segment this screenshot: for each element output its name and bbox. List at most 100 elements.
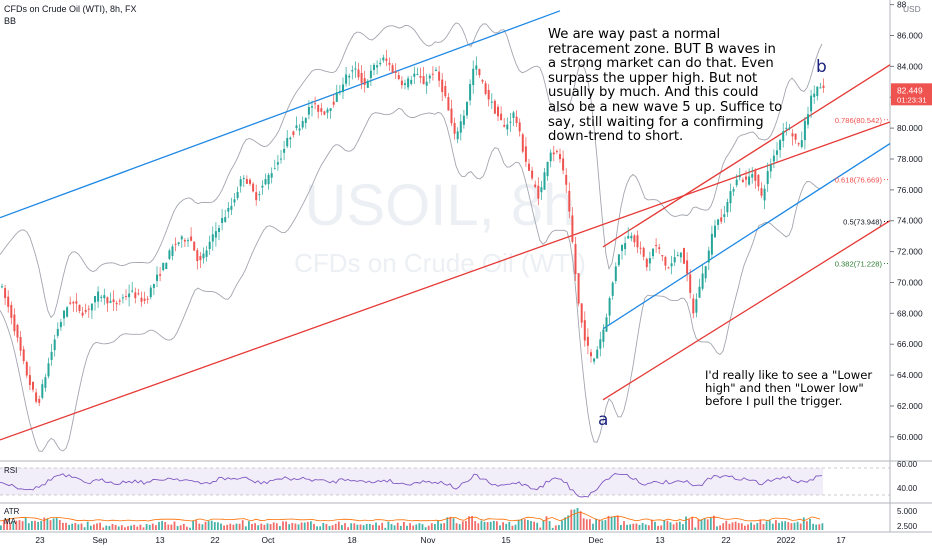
candle bbox=[94, 296, 96, 303]
time-tick-label: 13 bbox=[655, 535, 665, 545]
wave-label-b[interactable]: b bbox=[816, 57, 827, 77]
atr-bar bbox=[424, 527, 427, 530]
candle bbox=[326, 109, 329, 113]
atr-bar bbox=[753, 524, 756, 530]
time-axis[interactable]: 23 Sep 13 22 Oct 18 Nov 15 Dec 13 22 2022 17 bbox=[35, 535, 846, 545]
side-annotation[interactable]: I'd really like to see a "Lower high" an… bbox=[705, 368, 873, 408]
candle bbox=[689, 274, 692, 293]
fib-label[interactable]: 0.5(73.948) bbox=[843, 218, 882, 227]
channel-line-red-lower[interactable] bbox=[602, 220, 891, 401]
atr-bar bbox=[86, 521, 89, 530]
candle bbox=[366, 80, 369, 88]
atr-bar bbox=[740, 523, 743, 530]
candle bbox=[670, 263, 673, 267]
atr-bar bbox=[511, 525, 514, 530]
trend-lines[interactable] bbox=[0, 10, 891, 441]
atr-bar bbox=[443, 523, 446, 530]
candle bbox=[267, 174, 270, 185]
candle bbox=[134, 292, 137, 299]
candle bbox=[53, 339, 56, 351]
candle bbox=[103, 295, 106, 299]
candle bbox=[444, 86, 447, 97]
atr-bar bbox=[114, 524, 117, 530]
candle bbox=[763, 188, 766, 201]
atr-bar bbox=[176, 526, 179, 530]
candle bbox=[242, 177, 245, 179]
candle bbox=[493, 100, 496, 114]
atr-bar bbox=[802, 517, 805, 530]
atr-bar bbox=[6, 519, 8, 530]
channel-line-blue-upper[interactable] bbox=[0, 10, 561, 219]
trend-line-red-lower[interactable] bbox=[0, 121, 891, 441]
atr-bar bbox=[96, 523, 98, 530]
atr-bar bbox=[55, 518, 58, 530]
fib-label[interactable]: 0.786(80.542) bbox=[835, 116, 883, 125]
atr-bar bbox=[272, 522, 275, 530]
atr-bar bbox=[809, 518, 811, 530]
candle bbox=[22, 349, 25, 362]
candle bbox=[196, 250, 199, 262]
main-annotation[interactable]: We are way past a normal retracement zon… bbox=[548, 27, 783, 145]
candle bbox=[537, 185, 540, 199]
fib-label[interactable]: 0.382(71.228) bbox=[835, 260, 883, 269]
candle bbox=[149, 287, 152, 298]
candle bbox=[717, 219, 720, 225]
candle bbox=[199, 255, 202, 261]
wave-label-a[interactable]: a bbox=[598, 410, 609, 430]
candle bbox=[376, 65, 379, 68]
atr-bar bbox=[213, 522, 216, 530]
candle bbox=[314, 103, 317, 105]
candle bbox=[338, 90, 341, 92]
candle bbox=[466, 101, 468, 116]
candle bbox=[794, 133, 797, 140]
atr-bar bbox=[251, 523, 253, 530]
candle bbox=[754, 169, 757, 181]
channel-line-red-upper[interactable] bbox=[602, 64, 891, 248]
last-price-badge[interactable] bbox=[891, 83, 932, 106]
atr-bar bbox=[291, 522, 294, 530]
candle bbox=[90, 303, 93, 311]
atr-bar bbox=[384, 527, 387, 530]
channel-line-blue-mid[interactable] bbox=[602, 143, 891, 330]
atr-bar bbox=[564, 517, 566, 530]
atr-bar bbox=[595, 518, 597, 530]
price-axis[interactable]: 60.000 62.000 64.000 66.000 68.000 70.000 72.0… bbox=[890, 0, 932, 442]
candle bbox=[205, 250, 208, 257]
atr-bar bbox=[458, 524, 461, 530]
candle bbox=[174, 243, 177, 245]
candle bbox=[249, 179, 251, 184]
candle bbox=[760, 188, 763, 196]
atr-bar bbox=[396, 522, 399, 530]
candle bbox=[301, 121, 304, 128]
watermark-name: CFDs on Crude Oil (WTI) bbox=[294, 248, 586, 278]
candle bbox=[137, 293, 140, 295]
candle bbox=[59, 322, 62, 328]
atr-bar bbox=[700, 519, 703, 530]
candle bbox=[810, 95, 813, 112]
candle bbox=[503, 124, 506, 127]
candle bbox=[351, 70, 354, 72]
candle bbox=[679, 252, 682, 258]
candle bbox=[72, 301, 75, 304]
fib-label[interactable]: 0.618(76.669) bbox=[835, 176, 883, 185]
atr-bar bbox=[356, 524, 359, 530]
atr-bar bbox=[418, 523, 421, 530]
candle bbox=[586, 336, 589, 346]
candle bbox=[497, 106, 499, 117]
candle bbox=[450, 108, 453, 124]
bollinger-bands bbox=[0, 22, 823, 452]
atr-bar bbox=[474, 521, 477, 530]
atr-bar bbox=[685, 516, 687, 530]
atr-bar bbox=[604, 520, 607, 530]
candle bbox=[648, 258, 651, 264]
atr-bar bbox=[49, 520, 52, 530]
price-tick-label: 76.000 bbox=[897, 185, 923, 195]
atr-bar bbox=[223, 525, 225, 530]
fib-levels[interactable]: 0.786(80.542) 0.618(76.669) 0.5(73.948) 0.3… bbox=[835, 116, 889, 269]
candle bbox=[357, 69, 360, 78]
atr-bar bbox=[344, 523, 346, 530]
candle bbox=[168, 250, 171, 259]
atr-bar bbox=[403, 521, 405, 530]
indicator-label-bb[interactable]: BB bbox=[4, 16, 17, 26]
